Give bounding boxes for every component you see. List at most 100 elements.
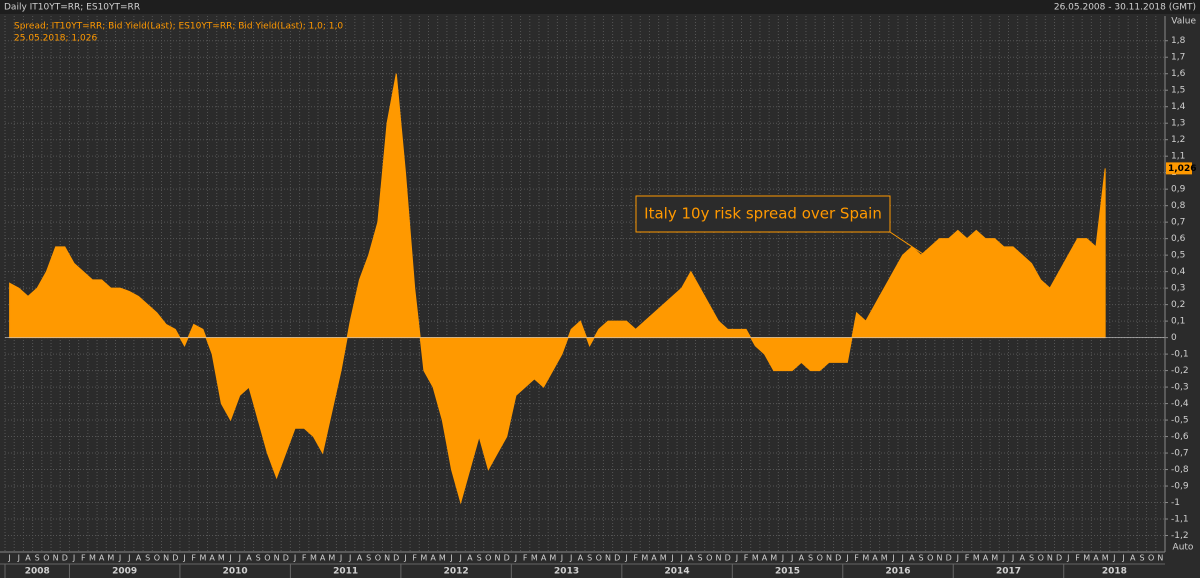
y-axis-title: Value	[1171, 17, 1196, 27]
y-tick-label: -0,4	[1171, 399, 1189, 409]
x-tick-label: A	[209, 554, 215, 563]
year-label: 2009	[112, 567, 137, 577]
x-tick-label: O	[1038, 554, 1044, 563]
x-tick-label: O	[596, 554, 602, 563]
x-tick-label: J	[845, 554, 848, 563]
date-range: 26.05.2008 - 30.11.2018 (GMT)	[1054, 3, 1196, 13]
year-label: 2015	[775, 567, 800, 577]
y-tick-label: 1,2	[1171, 135, 1185, 145]
x-tick-label: F	[412, 554, 417, 563]
x-tick-label: M	[752, 554, 759, 563]
x-tick-label: J	[790, 554, 793, 563]
x-tick-label: S	[366, 554, 371, 563]
x-tick-label: J	[1112, 554, 1115, 563]
y-tick-label: 0,7	[1171, 218, 1185, 228]
x-tick-label: M	[881, 554, 888, 563]
y-tick-label: 1,5	[1171, 86, 1185, 96]
x-tick-label: A	[909, 554, 915, 563]
x-tick-label: J	[900, 554, 903, 563]
x-tick-label: A	[1093, 554, 1099, 563]
x-tick-label: J	[956, 554, 959, 563]
x-tick-label: N	[495, 554, 501, 563]
x-tick-label: J	[127, 554, 130, 563]
y-tick-label: 1,7	[1171, 53, 1185, 63]
x-tick-label: J	[624, 554, 627, 563]
x-tick-label: A	[430, 554, 436, 563]
x-tick-label: D	[504, 554, 510, 563]
y-tick-label: 1,3	[1171, 119, 1185, 129]
x-tick-label: A	[99, 554, 105, 563]
year-label: 2014	[665, 567, 690, 577]
x-tick-label: J	[182, 554, 185, 563]
legend-text: Spread; IT10YT=RR; Bid Yield(Last); ES10…	[14, 22, 343, 32]
x-tick-label: O	[706, 554, 712, 563]
x-tick-label: N	[1047, 554, 1053, 563]
x-tick-label: A	[872, 554, 878, 563]
x-tick-label: N	[936, 554, 942, 563]
y-tick-label: -0,3	[1171, 383, 1189, 393]
x-tick-label: N	[163, 554, 169, 563]
x-tick-label: D	[835, 554, 841, 563]
auto-button-bg[interactable]	[1166, 540, 1200, 553]
x-tick-label: J	[449, 554, 452, 563]
x-tick-label: D	[62, 554, 68, 563]
x-tick-label: M	[89, 554, 96, 563]
y-tick-label: 1,4	[1171, 102, 1186, 112]
x-tick-label: S	[35, 554, 40, 563]
x-tick-label: M	[991, 554, 998, 563]
year-label: 2017	[996, 567, 1021, 577]
y-tick-label: 0,6	[1171, 234, 1186, 244]
x-tick-label: J	[348, 554, 351, 563]
annotation-leader	[889, 231, 936, 263]
x-tick-label: M	[107, 554, 114, 563]
x-tick-label: N	[826, 554, 832, 563]
x-tick-label: D	[172, 554, 178, 563]
x-tick-label: M	[660, 554, 667, 563]
y-tick-label: -0,8	[1171, 465, 1189, 475]
x-tick-label: N	[605, 554, 611, 563]
x-tick-label: A	[799, 554, 805, 563]
x-tick-label: F	[81, 554, 86, 563]
x-tick-label: D	[1056, 554, 1062, 563]
x-tick-label: O	[485, 554, 491, 563]
x-tick-label: J	[781, 554, 784, 563]
x-tick-label: J	[1066, 554, 1069, 563]
current-value-label: 1,026	[1168, 164, 1196, 174]
x-tick-label: A	[246, 554, 252, 563]
y-tick-label: -0,5	[1171, 416, 1189, 426]
x-tick-label: F	[1075, 554, 1080, 563]
x-tick-label: S	[587, 554, 592, 563]
x-tick-label: F	[965, 554, 970, 563]
x-tick-label: A	[1020, 554, 1026, 563]
x-tick-label: F	[854, 554, 859, 563]
x-tick-label: N	[274, 554, 280, 563]
y-tick-label: -0,7	[1171, 449, 1189, 459]
y-tick-label: 0,9	[1171, 185, 1186, 195]
x-tick-label: J	[17, 554, 20, 563]
x-tick-label: M	[1083, 554, 1090, 563]
x-tick-label: A	[651, 554, 657, 563]
x-tick-label: M	[420, 554, 427, 563]
x-tick-label: F	[633, 554, 638, 563]
x-tick-label: A	[1130, 554, 1136, 563]
x-tick-label: O	[154, 554, 160, 563]
x-tick-label: F	[302, 554, 307, 563]
x-tick-label: A	[136, 554, 142, 563]
header: Daily IT10YT=RR; ES10YT=RR	[4, 3, 140, 13]
x-tick-label: D	[725, 554, 731, 563]
scale-mode[interactable]: Auto	[1173, 543, 1194, 553]
x-tick-label: M	[1102, 554, 1109, 563]
year-label: 2008	[25, 567, 50, 577]
y-tick-label: -0,6	[1171, 432, 1189, 442]
x-tick-label: D	[946, 554, 952, 563]
x-tick-label: J	[403, 554, 406, 563]
current-value-tag	[1166, 162, 1192, 175]
x-tick-label: J	[1002, 554, 1005, 563]
y-tick-label: 0,4	[1171, 267, 1186, 277]
x-tick-label: A	[578, 554, 584, 563]
x-tick-label: N	[53, 554, 59, 563]
y-tick-label: -0,2	[1171, 366, 1189, 376]
x-tick-label: J	[735, 554, 738, 563]
x-tick-label: O	[43, 554, 49, 563]
